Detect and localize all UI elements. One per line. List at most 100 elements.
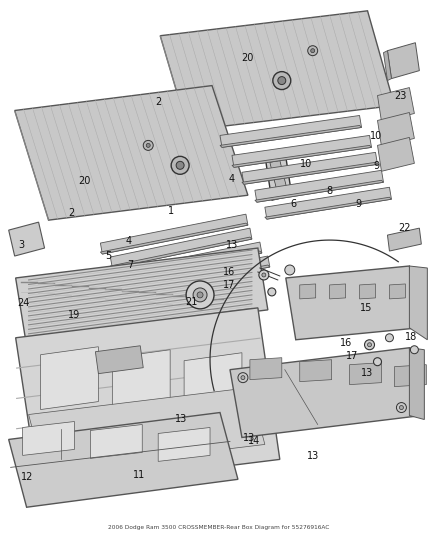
Text: 13: 13: [175, 414, 187, 424]
Polygon shape: [158, 427, 210, 462]
Text: 13: 13: [307, 450, 319, 461]
Text: 16: 16: [339, 338, 352, 348]
Text: 3: 3: [18, 240, 25, 251]
Circle shape: [241, 376, 245, 379]
Polygon shape: [255, 171, 384, 202]
Polygon shape: [410, 348, 424, 419]
Polygon shape: [384, 51, 392, 80]
Text: 9: 9: [373, 160, 379, 171]
Polygon shape: [220, 116, 361, 148]
Text: 11: 11: [134, 470, 146, 480]
Polygon shape: [230, 348, 421, 438]
Text: 10: 10: [370, 131, 382, 141]
Polygon shape: [350, 362, 381, 385]
Polygon shape: [410, 266, 427, 340]
Polygon shape: [395, 365, 426, 386]
Text: 24: 24: [17, 297, 30, 308]
Circle shape: [268, 288, 276, 296]
Polygon shape: [265, 150, 292, 200]
Text: 17: 17: [223, 280, 236, 289]
Text: 23: 23: [395, 92, 407, 101]
Circle shape: [273, 71, 291, 90]
Circle shape: [143, 140, 153, 150]
Circle shape: [374, 358, 381, 366]
Text: 13: 13: [361, 368, 374, 378]
Polygon shape: [378, 112, 414, 147]
Polygon shape: [360, 284, 375, 299]
Circle shape: [285, 265, 295, 275]
Polygon shape: [220, 125, 361, 148]
Text: 2006 Dodge Ram 3500 CROSSMEMBER-Rear Box Diagram for 55276916AC: 2006 Dodge Ram 3500 CROSSMEMBER-Rear Box…: [108, 526, 330, 530]
Circle shape: [238, 373, 248, 383]
Circle shape: [197, 292, 203, 298]
Text: 15: 15: [360, 303, 373, 313]
Polygon shape: [120, 242, 262, 281]
Text: 22: 22: [399, 223, 411, 233]
Polygon shape: [270, 160, 287, 190]
Polygon shape: [250, 358, 282, 379]
Circle shape: [146, 143, 150, 148]
Circle shape: [399, 406, 403, 409]
Text: 13: 13: [244, 433, 256, 442]
Polygon shape: [265, 197, 392, 219]
Polygon shape: [100, 214, 248, 254]
Text: 12: 12: [21, 472, 33, 482]
Text: 4: 4: [229, 174, 235, 184]
Text: 17: 17: [346, 351, 359, 361]
Polygon shape: [23, 422, 74, 455]
Polygon shape: [41, 347, 99, 409]
Circle shape: [176, 161, 184, 169]
Polygon shape: [100, 223, 248, 254]
Polygon shape: [28, 387, 265, 471]
Text: 10: 10: [300, 159, 312, 169]
Polygon shape: [9, 222, 45, 256]
Polygon shape: [286, 266, 419, 340]
Polygon shape: [388, 43, 419, 78]
Polygon shape: [130, 256, 270, 294]
Polygon shape: [14, 86, 248, 220]
Circle shape: [262, 273, 266, 277]
Polygon shape: [112, 350, 170, 413]
Polygon shape: [184, 353, 242, 416]
Polygon shape: [300, 360, 332, 382]
Polygon shape: [232, 146, 371, 167]
Circle shape: [396, 402, 406, 413]
Polygon shape: [95, 346, 143, 374]
Polygon shape: [16, 248, 268, 340]
Polygon shape: [242, 163, 378, 184]
Text: 1: 1: [168, 206, 174, 216]
Text: 7: 7: [128, 260, 134, 270]
Polygon shape: [389, 284, 406, 299]
Polygon shape: [90, 424, 142, 458]
Polygon shape: [9, 413, 238, 507]
Text: 5: 5: [105, 251, 111, 261]
Circle shape: [308, 46, 318, 55]
Polygon shape: [378, 87, 414, 122]
Polygon shape: [265, 187, 392, 219]
Polygon shape: [110, 228, 252, 268]
Polygon shape: [388, 228, 421, 251]
Text: 19: 19: [68, 310, 80, 320]
Polygon shape: [16, 308, 280, 489]
Text: 2: 2: [68, 208, 74, 219]
Polygon shape: [110, 237, 252, 268]
Polygon shape: [160, 11, 395, 131]
Polygon shape: [300, 284, 316, 299]
Circle shape: [278, 77, 286, 85]
Circle shape: [364, 340, 374, 350]
Text: 9: 9: [356, 199, 362, 209]
Polygon shape: [255, 180, 384, 202]
Polygon shape: [378, 138, 414, 171]
Text: 14: 14: [248, 436, 260, 446]
Text: 4: 4: [125, 236, 131, 246]
Text: 18: 18: [405, 332, 417, 342]
Text: 20: 20: [241, 53, 253, 63]
Text: 20: 20: [78, 176, 91, 187]
Polygon shape: [232, 135, 371, 167]
Circle shape: [385, 334, 393, 342]
Circle shape: [367, 343, 371, 347]
Circle shape: [259, 270, 269, 280]
Polygon shape: [120, 251, 262, 281]
Circle shape: [193, 288, 207, 302]
Polygon shape: [130, 265, 270, 294]
